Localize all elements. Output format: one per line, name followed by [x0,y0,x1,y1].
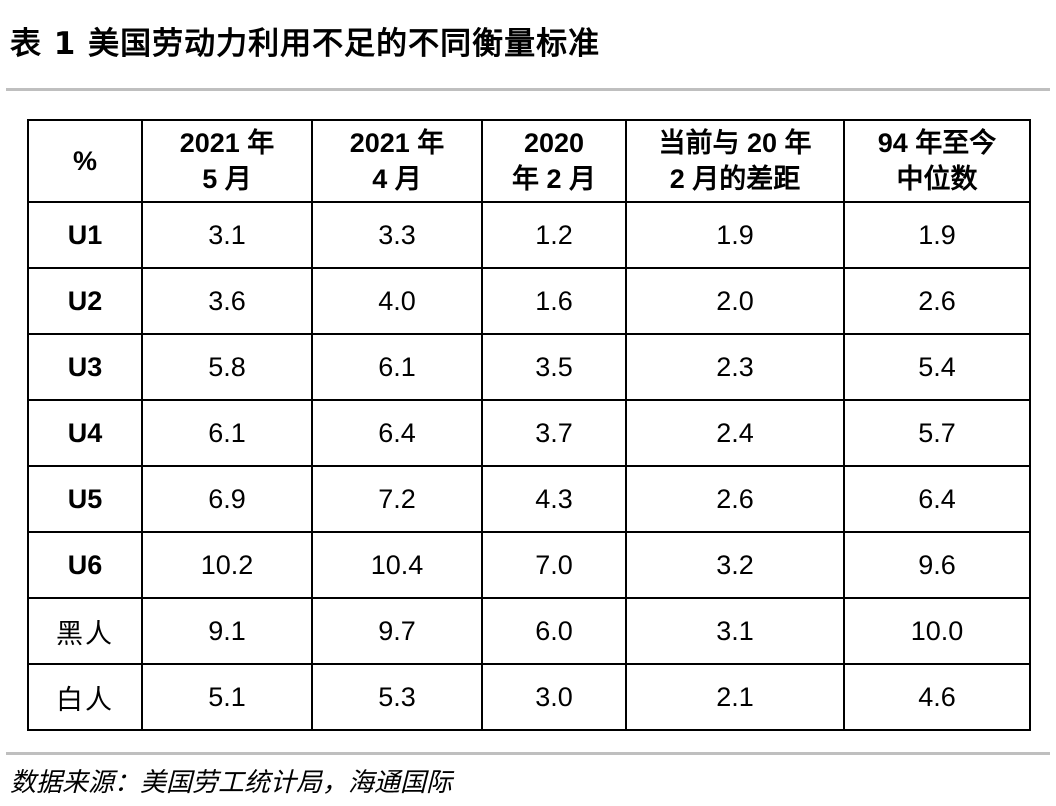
table-cell: 6.4 [311,399,483,467]
table-cell: 6.1 [141,399,313,467]
column-header: 2020 年 2 月 [481,119,627,203]
column-header-line2: 2 月的差距 [669,164,801,194]
table-cell: 5.7 [843,399,1031,467]
column-header-line1: 2021 年 [179,128,275,158]
bottom-divider [6,752,1050,755]
row-label: U6 [27,531,143,599]
row-label: U1 [27,201,143,269]
row-label: 白人 [27,663,143,731]
table-cell: 10.0 [843,597,1031,665]
column-header-line2: 5 月 [202,164,252,194]
table-cell: 6.1 [311,333,483,401]
table-title: 表 1 美国劳动力利用不足的不同衡量标准 [10,26,601,62]
table-row: 白人 5.1 5.3 3.0 2.1 4.6 [27,663,1031,731]
table-cell: 1.2 [481,201,627,269]
unemployment-measures-table: % 2021 年 5 月 2021 年 4 月 2020 年 2 月 当前与 2… [27,119,1031,731]
row-label: U4 [27,399,143,467]
table-cell: 1.6 [481,267,627,335]
table-cell: 3.0 [481,663,627,731]
table-cell: 2.6 [625,465,845,533]
header-row: % 2021 年 5 月 2021 年 4 月 2020 年 2 月 当前与 2… [27,119,1031,203]
table-cell: 3.2 [625,531,845,599]
table-cell: 9.7 [311,597,483,665]
corner-header: % [27,119,143,203]
table-cell: 6.4 [843,465,1031,533]
column-header: 94 年至今 中位数 [843,119,1031,203]
table-cell: 5.1 [141,663,313,731]
table-cell: 5.3 [311,663,483,731]
table-cell: 2.3 [625,333,845,401]
column-header: 2021 年 5 月 [141,119,313,203]
column-header-line1: 2021 年 [349,128,445,158]
table-cell: 3.7 [481,399,627,467]
column-header-line1: 当前与 20 年 [658,128,812,158]
column-header-line2: 4 月 [372,164,422,194]
column-header-line2: 中位数 [896,164,978,194]
table-cell: 2.1 [625,663,845,731]
column-header-line2: 年 2 月 [511,164,597,194]
table-row: U6 10.2 10.4 7.0 3.2 9.6 [27,531,1031,599]
row-label: U5 [27,465,143,533]
table-row: U3 5.8 6.1 3.5 2.3 5.4 [27,333,1031,401]
table-cell: 3.3 [311,201,483,269]
column-header-line1: 2020 [523,128,585,158]
row-label: U2 [27,267,143,335]
table-cell: 6.0 [481,597,627,665]
table-cell: 2.6 [843,267,1031,335]
table-cell: 6.9 [141,465,313,533]
table-row: U4 6.1 6.4 3.7 2.4 5.7 [27,399,1031,467]
table-cell: 3.5 [481,333,627,401]
source-note: 数据来源：美国劳工统计局，海通国际 [10,768,453,798]
table-cell: 1.9 [843,201,1031,269]
table-cell: 9.1 [141,597,313,665]
column-header: 2021 年 4 月 [311,119,483,203]
row-label: 黑人 [27,597,143,665]
table-row: U2 3.6 4.0 1.6 2.0 2.6 [27,267,1031,335]
column-header: 当前与 20 年 2 月的差距 [625,119,845,203]
table-row: 黑人 9.1 9.7 6.0 3.1 10.0 [27,597,1031,665]
table-row: U5 6.9 7.2 4.3 2.6 6.4 [27,465,1031,533]
table-cell: 5.4 [843,333,1031,401]
column-header-line1: 94 年至今 [877,128,997,158]
table-cell: 1.9 [625,201,845,269]
table-cell: 2.0 [625,267,845,335]
table-cell: 7.2 [311,465,483,533]
table-cell: 4.0 [311,267,483,335]
table-cell: 3.6 [141,267,313,335]
table-row: U1 3.1 3.3 1.2 1.9 1.9 [27,201,1031,269]
table-cell: 4.6 [843,663,1031,731]
table-cell: 3.1 [625,597,845,665]
table-cell: 2.4 [625,399,845,467]
table-cell: 3.1 [141,201,313,269]
table-cell: 5.8 [141,333,313,401]
table-cell: 4.3 [481,465,627,533]
table-cell: 10.2 [141,531,313,599]
table-cell: 9.6 [843,531,1031,599]
table-cell: 10.4 [311,531,483,599]
row-label: U3 [27,333,143,401]
table-cell: 7.0 [481,531,627,599]
top-divider [6,88,1050,91]
